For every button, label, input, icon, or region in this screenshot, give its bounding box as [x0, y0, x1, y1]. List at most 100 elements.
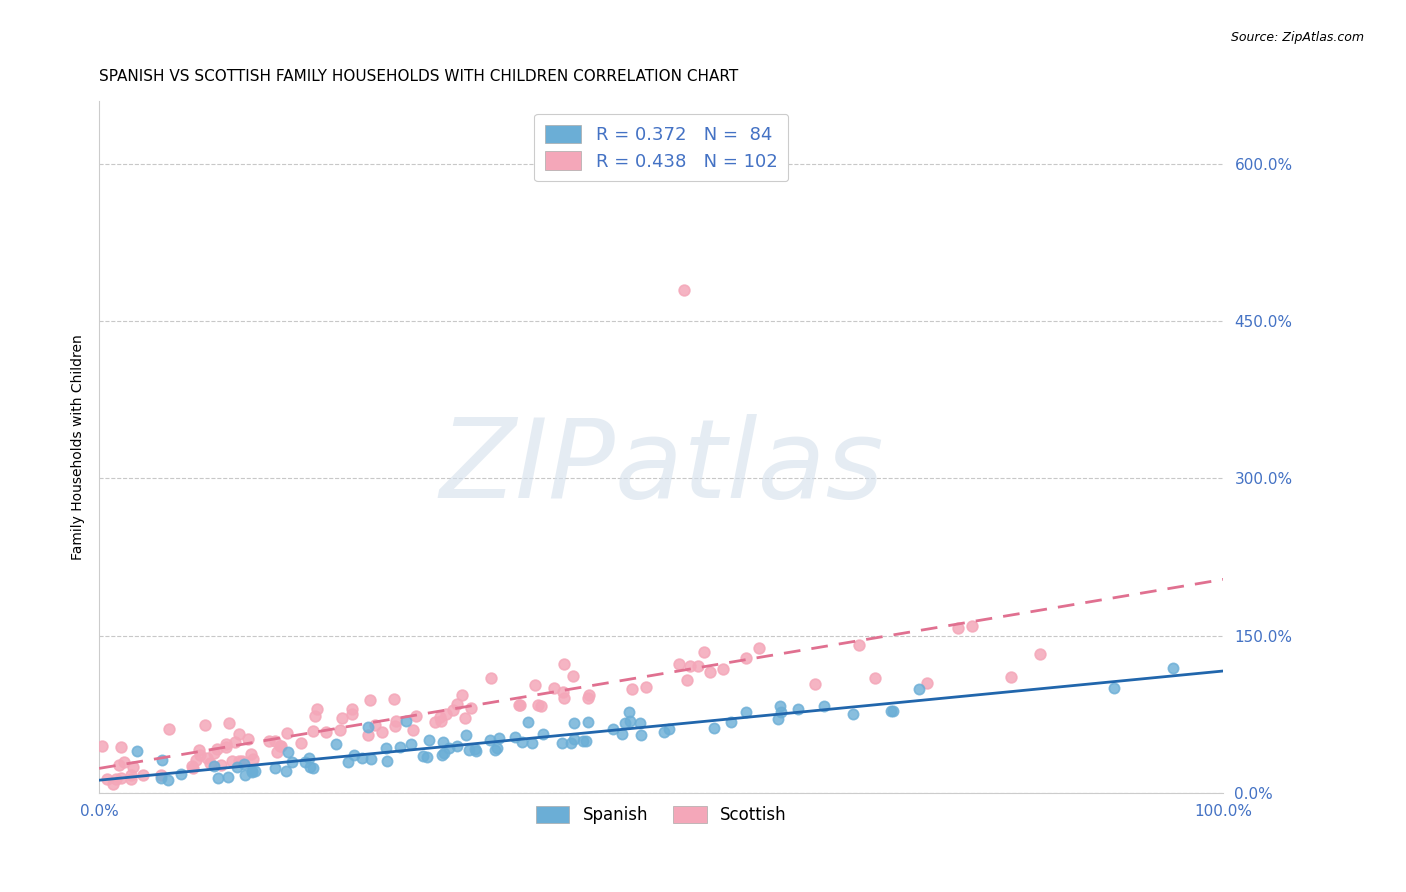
Point: [703, 721, 725, 735]
Point: [357, 720, 380, 734]
Point: [479, 671, 502, 685]
Point: [205, 742, 228, 756]
Point: [266, 745, 288, 759]
Point: [766, 712, 789, 726]
Point: [786, 702, 808, 716]
Point: [1163, 661, 1185, 675]
Point: [946, 621, 969, 635]
Point: [218, 716, 240, 731]
Point: [103, 776, 125, 790]
Point: [813, 698, 835, 713]
Point: [207, 771, 229, 785]
Point: [658, 722, 681, 736]
Point: [228, 755, 250, 769]
Point: [578, 689, 600, 703]
Point: [307, 701, 329, 715]
Point: [240, 764, 263, 779]
Point: [363, 718, 385, 732]
Text: SPANISH VS SCOTTISH FAMILY HOUSEHOLDS WITH CHILDREN CORRELATION CHART: SPANISH VS SCOTTISH FAMILY HOUSEHOLDS WI…: [100, 69, 738, 84]
Point: [302, 761, 325, 775]
Point: [693, 645, 716, 659]
Point: [882, 704, 904, 718]
Point: [804, 677, 827, 691]
Point: [226, 759, 249, 773]
Point: [181, 761, 204, 775]
Point: [1000, 670, 1022, 684]
Point: [149, 771, 172, 785]
Point: [315, 725, 337, 739]
Point: [520, 736, 543, 750]
Point: [202, 747, 225, 761]
Point: [509, 698, 531, 713]
Point: [553, 691, 575, 706]
Point: [110, 740, 132, 755]
Point: [486, 740, 509, 755]
Point: [617, 705, 640, 719]
Point: [224, 735, 246, 749]
Point: [108, 758, 131, 772]
Point: [551, 685, 574, 699]
Point: [215, 737, 238, 751]
Point: [1102, 681, 1125, 695]
Point: [523, 678, 546, 692]
Point: [628, 716, 651, 731]
Point: [610, 727, 633, 741]
Point: [464, 744, 486, 758]
Y-axis label: Family Households with Children: Family Households with Children: [72, 334, 86, 560]
Point: [711, 662, 734, 676]
Point: [243, 764, 266, 778]
Point: [451, 688, 474, 702]
Point: [257, 733, 280, 747]
Point: [281, 755, 304, 769]
Point: [441, 703, 464, 717]
Point: [150, 753, 173, 767]
Point: [90, 739, 112, 754]
Point: [748, 641, 770, 656]
Point: [962, 619, 984, 633]
Point: [299, 759, 322, 773]
Point: [157, 723, 180, 737]
Point: [350, 751, 373, 765]
Point: [385, 714, 408, 729]
Point: [679, 658, 702, 673]
Point: [575, 733, 598, 747]
Point: [508, 698, 530, 712]
Point: [233, 768, 256, 782]
Point: [340, 702, 363, 716]
Point: [880, 704, 903, 718]
Point: [561, 668, 583, 682]
Point: [302, 724, 325, 739]
Point: [375, 754, 398, 768]
Point: [571, 734, 593, 748]
Point: [668, 657, 690, 671]
Point: [907, 681, 929, 696]
Point: [112, 755, 135, 769]
Point: [602, 722, 624, 736]
Point: [127, 744, 149, 758]
Point: [359, 692, 381, 706]
Point: [576, 715, 599, 730]
Point: [110, 771, 132, 785]
Point: [375, 740, 398, 755]
Point: [735, 651, 758, 665]
Point: [217, 770, 239, 784]
Point: [423, 714, 446, 729]
Point: [488, 731, 510, 745]
Point: [460, 701, 482, 715]
Point: [170, 767, 193, 781]
Point: [1029, 647, 1052, 661]
Point: [699, 665, 721, 679]
Point: [240, 747, 263, 762]
Point: [634, 680, 657, 694]
Point: [412, 749, 434, 764]
Point: [181, 758, 204, 772]
Point: [621, 681, 644, 696]
Point: [342, 747, 364, 762]
Point: [562, 716, 585, 731]
Point: [188, 743, 211, 757]
Point: [527, 698, 550, 713]
Point: [531, 727, 554, 741]
Point: [915, 676, 938, 690]
Point: [276, 726, 298, 740]
Point: [232, 757, 254, 772]
